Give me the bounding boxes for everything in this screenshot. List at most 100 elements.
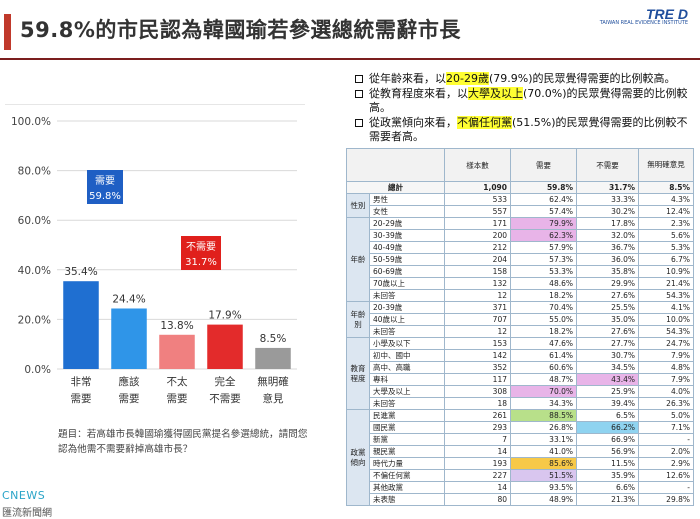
cell-no: 27.6% [576,289,639,302]
table-row: 其他政黨 14 93.5% 6.6% - [347,481,694,494]
tredi-logo: TRE D [646,6,688,22]
cell-need: 48.6% [510,277,577,290]
table-header-na: 無明確意見 [638,148,694,182]
cell-no: 32.0% [576,229,639,242]
row-label: 新黨 [369,433,445,446]
question-text: 題目：若高雄市長韓國瑜獲得國民黨提名參選總統，請問您認為他需不需要辭掉高雄市長？ [58,429,308,455]
bar [63,281,99,369]
table-row: 性別 男性 533 62.4% 33.3% 4.3% [346,193,694,218]
cell-no: 6.5% [576,409,639,422]
note-highlight: 20-29歲 [446,72,489,85]
table-row: 政黨傾向 民進黨 261 88.5% 6.5% 5.0% [346,409,694,506]
note-highlight: 不偏任何黨 [457,115,512,129]
cell-na: 2.3% [638,217,694,230]
cell-need: 85.6% [510,457,577,470]
row-label: 未回答 [369,325,445,338]
cell-na: 5.0% [638,409,694,422]
cell-n: 293 [444,421,511,434]
cell-need: 18.2% [510,289,577,302]
cell-na: 12.4% [638,205,694,218]
analysis-notes: 從年齡來看，以20-29歲(79.9%)的民眾覺得需要的比例較高。 從教育程度來… [355,72,695,145]
cell-n: 308 [444,385,511,398]
cell-no: 17.8% [576,217,639,230]
cell-n: 14 [444,481,511,494]
cell-n: 1,090 [444,181,511,194]
cell-no: 66.2% [576,421,639,434]
title-accent-bar [4,14,11,50]
table-row: 大學及以上 308 70.0% 25.9% 4.0% [347,385,694,398]
cell-no: 31.7% [576,181,639,194]
cell-n: 18 [444,397,511,410]
cell-na: 4.8% [638,361,694,374]
crosstab-table-wrap: 樣本數 需要 不需要 無明確意見 總計 1,090 59.8% 31.7% 8.5% 性別… [346,148,694,506]
cell-no: 36.0% [576,253,639,266]
cell-no: 56.9% [576,445,639,458]
header-divider [0,58,700,60]
cell-n: 14 [444,445,511,458]
cell-need: 60.6% [510,361,577,374]
cell-need: 57.9% [510,241,577,254]
table-row: 40-49歲 212 57.9% 36.7% 5.3% [347,241,694,254]
x-tick-label: 非常 [71,375,92,388]
cell-need: 48.9% [510,493,577,506]
cell-n: 212 [444,241,511,254]
row-label: 不偏任何黨 [369,469,445,482]
row-label: 70歲以上 [369,277,445,290]
cell-na: 7.1% [638,421,694,434]
y-tick-label: 20.0% [18,314,51,326]
cell-need: 48.7% [510,373,577,386]
cell-n: 12 [444,325,511,338]
cell-n: 261 [444,409,511,422]
cell-need: 61.4% [510,349,577,362]
cell-na: 7.9% [638,349,694,362]
table-row: 教育程度 小學及以下 153 47.6% 27.7% 24.7% [346,337,694,410]
table-header-row: 樣本數 需要 不需要 無明確意見 [346,148,694,182]
bar-value-label: 13.8% [160,320,193,332]
row-label: 40-49歲 [369,241,445,254]
callout-box [181,236,221,270]
cell-n: 12 [444,289,511,302]
bar-value-label: 17.9% [208,310,241,322]
cell-na: 26.3% [638,397,694,410]
cell-na: - [638,433,694,446]
cell-n: 204 [444,253,511,266]
table-row: 70歲以上 132 48.6% 29.9% 21.4% [347,277,694,290]
table-row: 未回答 12 18.2% 27.6% 54.3% [347,325,694,338]
cell-n: 707 [444,313,511,326]
table-row: 40歲以上 707 55.0% 35.0% 10.0% [347,313,694,326]
table-row: 新黨 7 33.1% 66.9% - [347,433,694,446]
table-row: 未回答 12 18.2% 27.6% 54.3% [347,289,694,302]
cell-na: 4.1% [638,301,694,314]
cell-need: 62.4% [510,193,577,206]
table-row: 親民黨 14 41.0% 56.9% 2.0% [347,445,694,458]
cell-na: 10.9% [638,265,694,278]
callout-value: 59.8% [89,191,121,202]
cell-need: 93.5% [510,481,577,494]
cell-need: 34.3% [510,397,577,410]
table-row: 高中、高職 352 60.6% 34.5% 4.8% [347,361,694,374]
note-education: 從教育程度來看，以大學及以上(70.0%)的民眾覺得需要的比例較高。 [355,86,695,116]
note-party: 從政黨傾向來看，不偏任何黨(51.5%)的民眾覺得需要的比例較不需要者高。 [355,115,695,145]
cell-no: 21.3% [576,493,639,506]
row-label: 未回答 [369,289,445,302]
table-header-need: 需要 [510,148,577,182]
y-tick-label: 60.0% [18,215,51,227]
row-label: 未回答 [369,397,445,410]
table-header-empty [346,148,445,182]
cell-no: 36.7% [576,241,639,254]
row-label: 20-29歲 [369,217,445,230]
x-tick-label: 不需要 [209,393,241,405]
row-label: 50-59歲 [369,253,445,266]
cnews-logo-subtitle: 匯流新聞網 [2,508,52,519]
cell-n: 352 [444,361,511,374]
row-label: 30-39歲 [369,229,445,242]
cell-no: 66.9% [576,433,639,446]
x-tick-label: 無明確 [257,375,289,388]
cell-no: 27.6% [576,325,639,338]
cell-na: 5.6% [638,229,694,242]
row-label: 高中、高職 [369,361,445,374]
row-label: 大學及以上 [369,385,445,398]
bar-value-label: 35.4% [64,266,97,278]
cell-no: 30.2% [576,205,639,218]
row-label: 國民黨 [369,421,445,434]
